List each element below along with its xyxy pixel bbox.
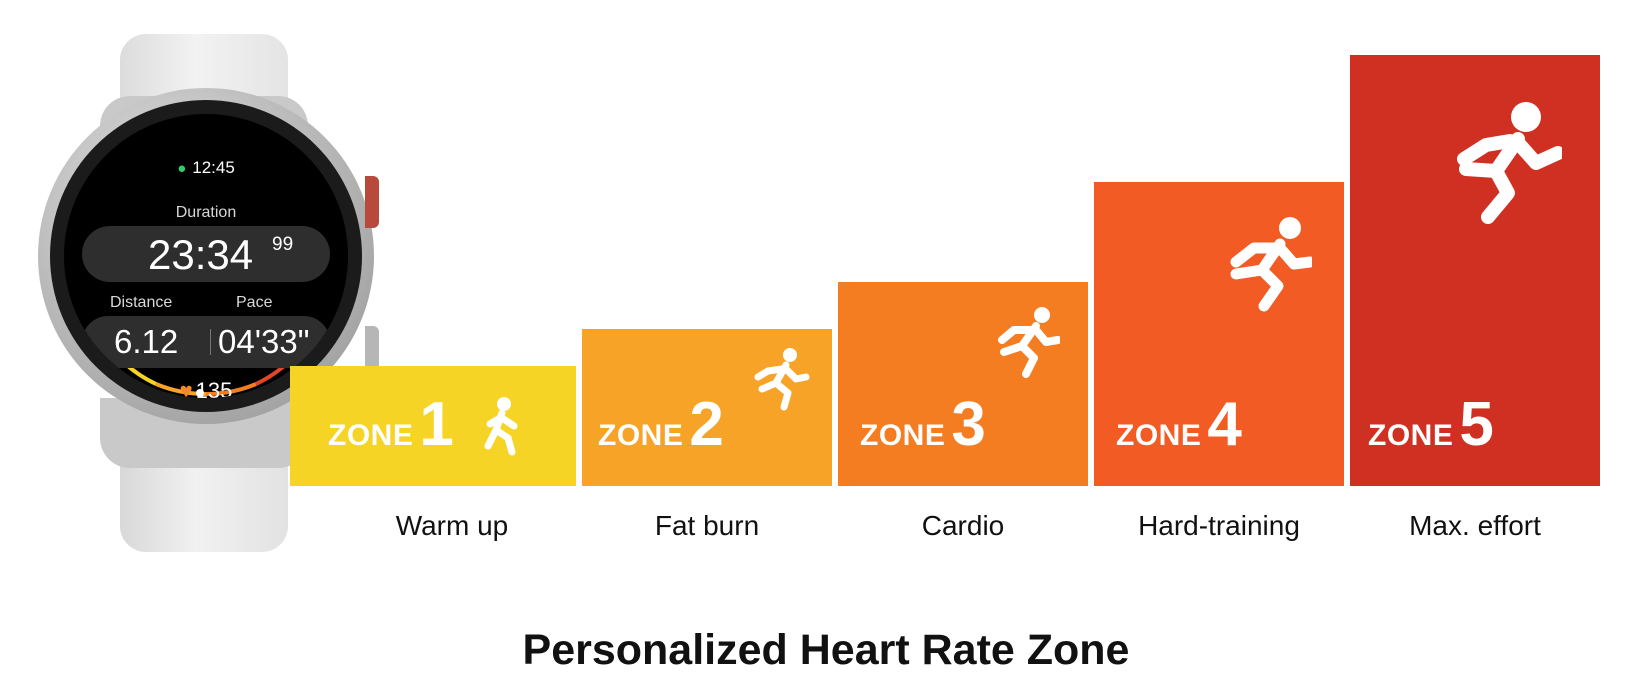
zone-number: 3 (951, 390, 986, 459)
watch-side-button (365, 326, 379, 378)
duration-hundredths: 99 (272, 234, 294, 255)
zone-word: ZONE (598, 419, 684, 452)
time-text: 12:45 (192, 158, 235, 177)
zone-4-label: Hard-training (1138, 510, 1300, 541)
zone-1-label: Warm up (395, 510, 509, 541)
zone-word: ZONE (1116, 419, 1202, 452)
zone-3-bar: ZONE3 (838, 282, 1088, 486)
zone-1-bar: ZONE1 (290, 366, 576, 486)
running-person-icon (998, 307, 1060, 378)
zone-3-heading: ZONE3 (860, 389, 986, 460)
zone-5-bar: ZONE5 (1350, 55, 1600, 486)
zone-2-heading: ZONE2 (598, 389, 724, 460)
zone-word: ZONE (860, 419, 946, 452)
location-pin-icon: ● (177, 160, 187, 177)
zone-number: 1 (419, 390, 454, 459)
distance-value: 6.12 (114, 323, 179, 360)
divider (210, 329, 211, 355)
heart-rate-value: 135 (195, 378, 233, 398)
smartwatch: ● 12:45 Duration 23:34 99 Distance Pace 6… (0, 0, 400, 560)
zone-1-heading: ZONE1 (328, 389, 454, 460)
pace-label: Pace (236, 294, 273, 311)
page-title: Personalized Heart Rate Zone (522, 626, 1130, 674)
zone-4-bar: ZONE4 (1094, 182, 1344, 486)
heart-icon: ♥ (179, 378, 193, 398)
zone-number: 4 (1207, 390, 1242, 459)
zone-4-heading: ZONE4 (1116, 389, 1242, 460)
duration-label: Duration (175, 204, 237, 221)
jogging-person-icon (754, 348, 810, 411)
duration-display: 23:34 99 (82, 226, 330, 282)
distance-label: Distance (110, 294, 173, 311)
zone-5-heading: ZONE5 (1368, 389, 1494, 460)
zone-2-bar: ZONE2 (582, 329, 832, 486)
zone-word: ZONE (1368, 419, 1454, 452)
sprinting-person-icon (1457, 102, 1562, 224)
watch-crown-button (365, 176, 379, 228)
zone-word: ZONE (328, 419, 414, 452)
zone-5-label: Max. effort (1409, 510, 1541, 541)
heart-rate: ♥ 135 (64, 378, 348, 398)
duration-value: 23:34 (148, 231, 254, 278)
zone-number: 2 (689, 390, 724, 459)
distance-pace-display: 6.12 04'33" (82, 316, 330, 368)
watch-time: ● 12:45 (64, 158, 348, 178)
fast-running-person-icon (1230, 217, 1312, 312)
zone-3-label: Cardio (921, 510, 1005, 541)
zone-number: 5 (1459, 390, 1494, 459)
watch-screen: ● 12:45 Duration 23:34 99 Distance Pace 6… (64, 114, 348, 398)
pace-value: 04'33" (218, 323, 310, 360)
zone-2-label: Fat burn (654, 510, 760, 541)
walking-person-icon (484, 397, 518, 456)
